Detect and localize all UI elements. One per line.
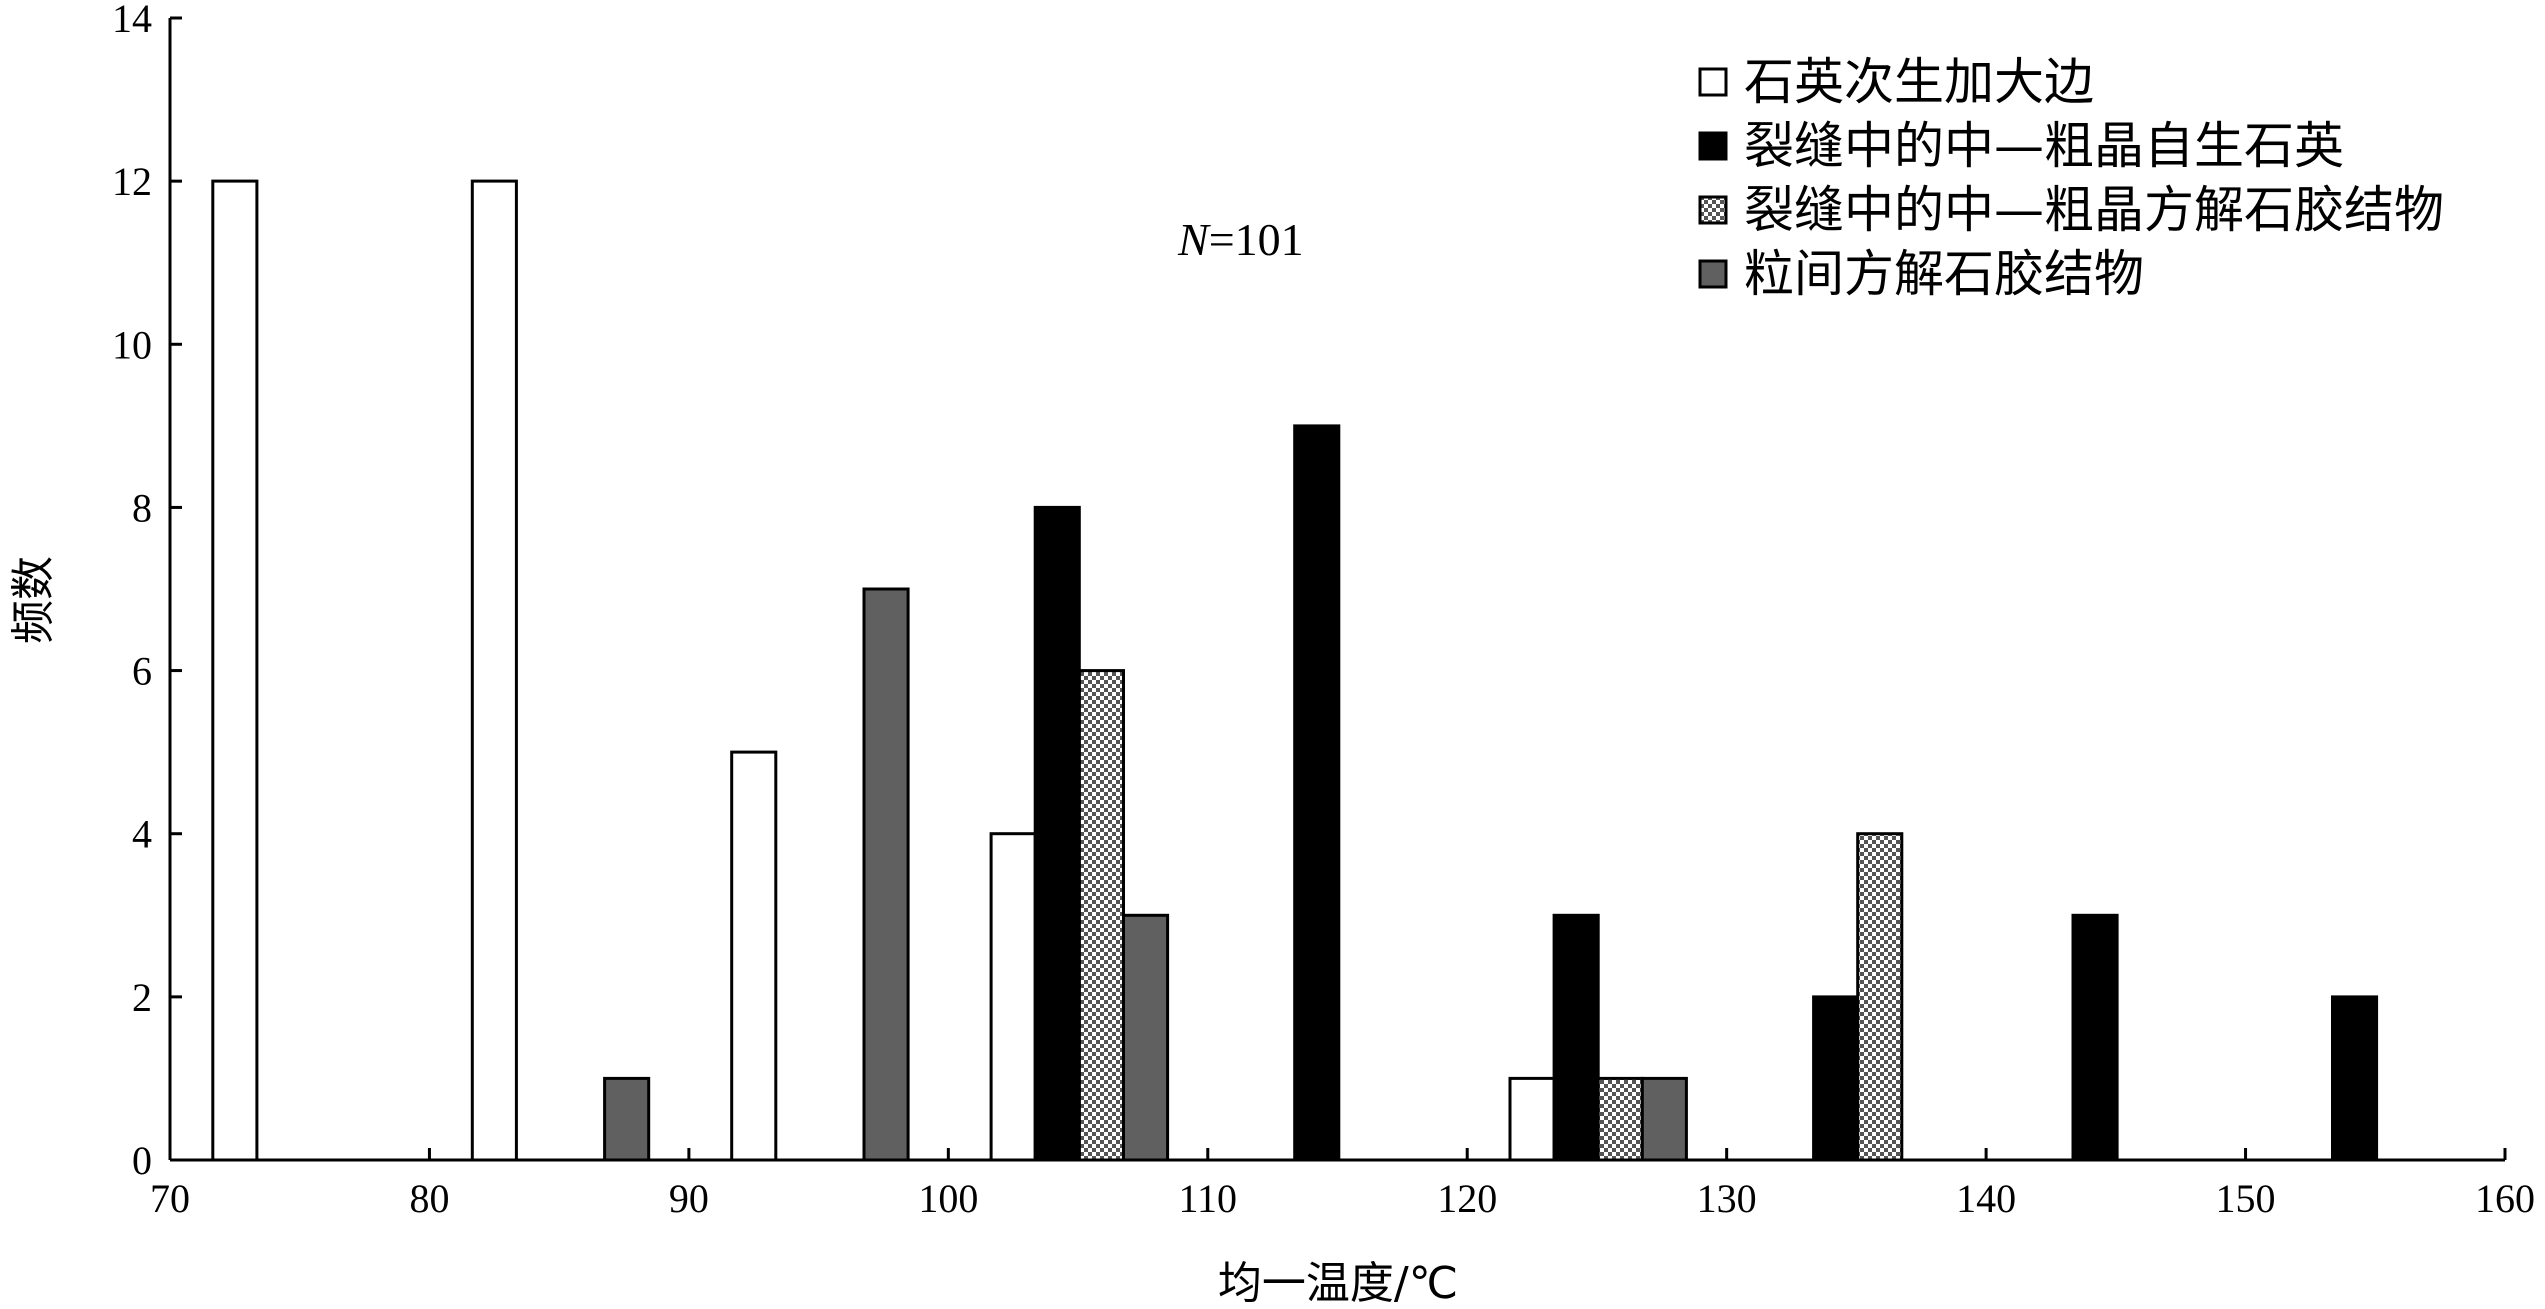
axes: 70 80 90 100 110 120 130 140 150 160 0 2 4 6 8 10 12 14 (112, 0, 2535, 1221)
y-tick-label: 10 (112, 322, 152, 367)
x-tick-label: 100 (918, 1176, 978, 1221)
legend-label-3: 裂缝中的中—粗晶方解石胶结物 (1744, 181, 2444, 239)
bar-series-4-2 (862, 587, 910, 1162)
y-tick-label: 4 (132, 812, 152, 857)
sample-count-annotation: N=101 (1177, 214, 1304, 265)
y-axis-label: 频数 (8, 556, 59, 644)
x-tick-label: 90 (669, 1176, 709, 1221)
bar-series-3-2 (1596, 1076, 1644, 1162)
x-tick-label: 160 (2475, 1176, 2535, 1221)
legend-label-2: 裂缝中的中—粗晶自生石英 (1744, 117, 2344, 175)
bar-series-2-6 (2331, 995, 2379, 1162)
x-tick-label: 80 (409, 1176, 449, 1221)
y-tick-label: 8 (132, 485, 152, 530)
x-tick-label: 140 (1956, 1176, 2016, 1221)
sample-count-value: =101 (1209, 214, 1304, 265)
bar-series-1-4 (989, 832, 1037, 1162)
y-tick-label: 2 (132, 975, 152, 1020)
bar-series-1-1 (211, 179, 259, 1162)
bar-series-3-1 (1077, 669, 1126, 1162)
bar-series-2-4 (1812, 995, 1860, 1162)
plot-area (211, 179, 2379, 1162)
bar-series-1-5 (1508, 1076, 1556, 1162)
bar-series-1-2 (470, 179, 518, 1162)
x-axis-label: 均一温度/℃ (1218, 1258, 1458, 1309)
legend-label-1: 石英次生加大边 (1744, 53, 2094, 111)
y-tick-label: 6 (132, 649, 152, 694)
y-tick-label: 12 (112, 159, 152, 204)
x-tick-label: 70 (150, 1176, 190, 1221)
legend-swatch-2 (1698, 131, 1728, 161)
bar-series-2-5 (2071, 913, 2119, 1162)
bar-series-4-3 (1122, 913, 1170, 1162)
bar-series-2-2 (1293, 424, 1341, 1162)
legend: 石英次生加大边裂缝中的中—粗晶自生石英裂缝中的中—粗晶方解石胶结物粒间方解石胶结… (1698, 53, 2444, 303)
x-tick-label: 150 (2216, 1176, 2276, 1221)
bar-series-3-3 (1856, 832, 1904, 1162)
legend-swatch-1 (1698, 67, 1728, 97)
sample-count-symbol: N (1177, 214, 1211, 265)
x-tick-label: 110 (1179, 1176, 1238, 1221)
bar-series-2-1 (1033, 505, 1081, 1162)
bar-series-2-3 (1552, 913, 1600, 1162)
x-tick-label: 130 (1697, 1176, 1757, 1221)
y-tick-label: 14 (112, 0, 152, 41)
bar-series-1-3 (730, 750, 778, 1162)
bar-series-4-4 (1640, 1076, 1688, 1162)
legend-swatch-3 (1698, 195, 1728, 225)
legend-label-4: 粒间方解石胶结物 (1744, 245, 2144, 303)
x-tick-label: 120 (1437, 1176, 1497, 1221)
bar-series-4-1 (603, 1076, 651, 1162)
legend-swatch-4 (1698, 259, 1728, 289)
y-tick-label: 0 (132, 1138, 152, 1183)
